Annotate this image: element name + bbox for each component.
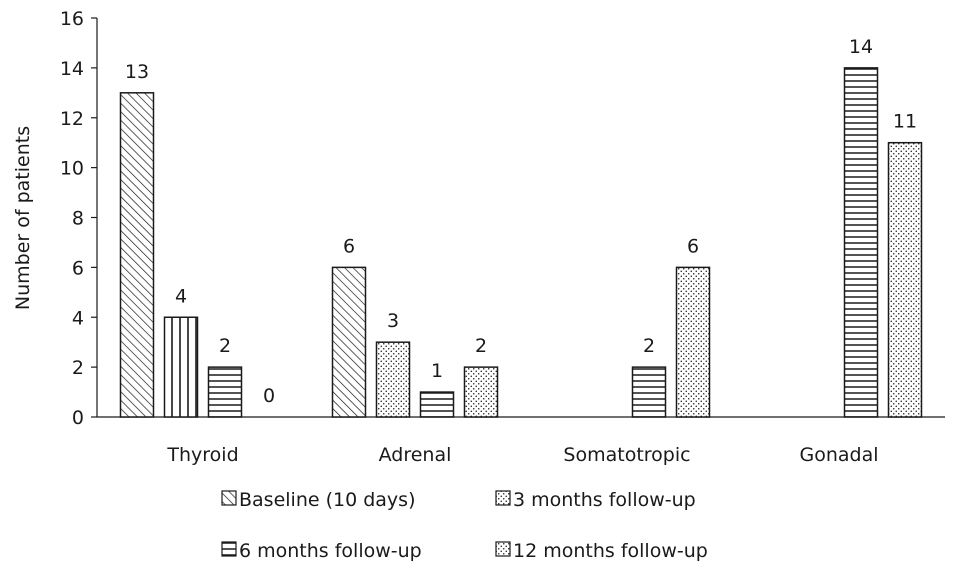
category-labels: Thyroid Adrenal Somatotropic Gonadal <box>166 444 878 466</box>
x-tick-label: Adrenal <box>379 444 452 466</box>
legend-label: 6 months follow-up <box>239 540 422 562</box>
bar-thyroid-series-3 <box>207 366 243 418</box>
bar-adrenal-series-1 <box>331 266 367 418</box>
legend-label: Baseline (10 days) <box>239 489 415 511</box>
legend: Baseline (10 days) 3 months follow-up 6 mo… <box>221 489 708 562</box>
data-label-somatotropic-series-4: 6 <box>687 235 699 257</box>
legend-swatch <box>221 541 237 557</box>
legend-label: 3 months follow-up <box>513 489 696 511</box>
data-label-gonadal-series-3: 14 <box>849 36 873 58</box>
legend-swatch <box>495 541 511 557</box>
data-label-adrenal-series-2: 3 <box>387 310 399 332</box>
y-tick-label: 8 <box>72 208 84 230</box>
y-tick-label: 10 <box>60 158 84 180</box>
bar-adrenal-series-2 <box>375 341 411 418</box>
bar-somatotropic-series-3 <box>631 366 667 418</box>
y-tick-label: 14 <box>60 58 84 80</box>
data-label-adrenal-series-4: 2 <box>475 335 487 357</box>
data-label-thyroid-series-4: 0 <box>263 385 275 407</box>
data-label-adrenal-series-1: 6 <box>343 235 355 257</box>
legend-swatch <box>495 490 511 506</box>
data-label-thyroid-series-1: 13 <box>125 61 149 83</box>
bars <box>119 67 923 418</box>
x-tick-label: Thyroid <box>166 444 238 466</box>
y-tick-label: 0 <box>72 407 84 429</box>
legend-swatch <box>221 490 237 506</box>
bar-somatotropic-series-4 <box>675 266 711 418</box>
y-tick-label: 2 <box>72 357 84 379</box>
data-label-thyroid-series-3: 2 <box>219 335 231 357</box>
bar-gonadal-series-3 <box>843 67 879 418</box>
value-labels: 13 4 2 0 6 3 1 2 2 6 14 11 <box>125 36 917 407</box>
data-label-adrenal-series-3: 1 <box>431 360 443 382</box>
y-tick-label: 16 <box>60 8 84 30</box>
y-axis: 0 2 4 6 8 10 12 14 16 <box>60 8 98 429</box>
y-tick-label: 12 <box>60 108 84 130</box>
data-label-gonadal-series-4: 11 <box>893 111 917 133</box>
x-tick-label: Somatotropic <box>563 444 690 466</box>
bar-adrenal-series-3 <box>419 391 455 418</box>
x-tick-label: Gonadal <box>799 444 878 466</box>
y-tick-label: 4 <box>72 307 84 329</box>
bar-thyroid-series-2 <box>163 316 199 418</box>
bar-gonadal-series-4 <box>887 141 923 418</box>
bar-adrenal-series-4 <box>463 366 499 418</box>
y-axis-title: Number of patients <box>12 126 34 310</box>
y-tick-label: 6 <box>72 257 84 279</box>
bar-thyroid-series-1 <box>119 92 155 418</box>
data-label-somatotropic-series-3: 2 <box>643 335 655 357</box>
data-label-thyroid-series-2: 4 <box>175 285 187 307</box>
legend-label: 12 months follow-up <box>513 540 708 562</box>
